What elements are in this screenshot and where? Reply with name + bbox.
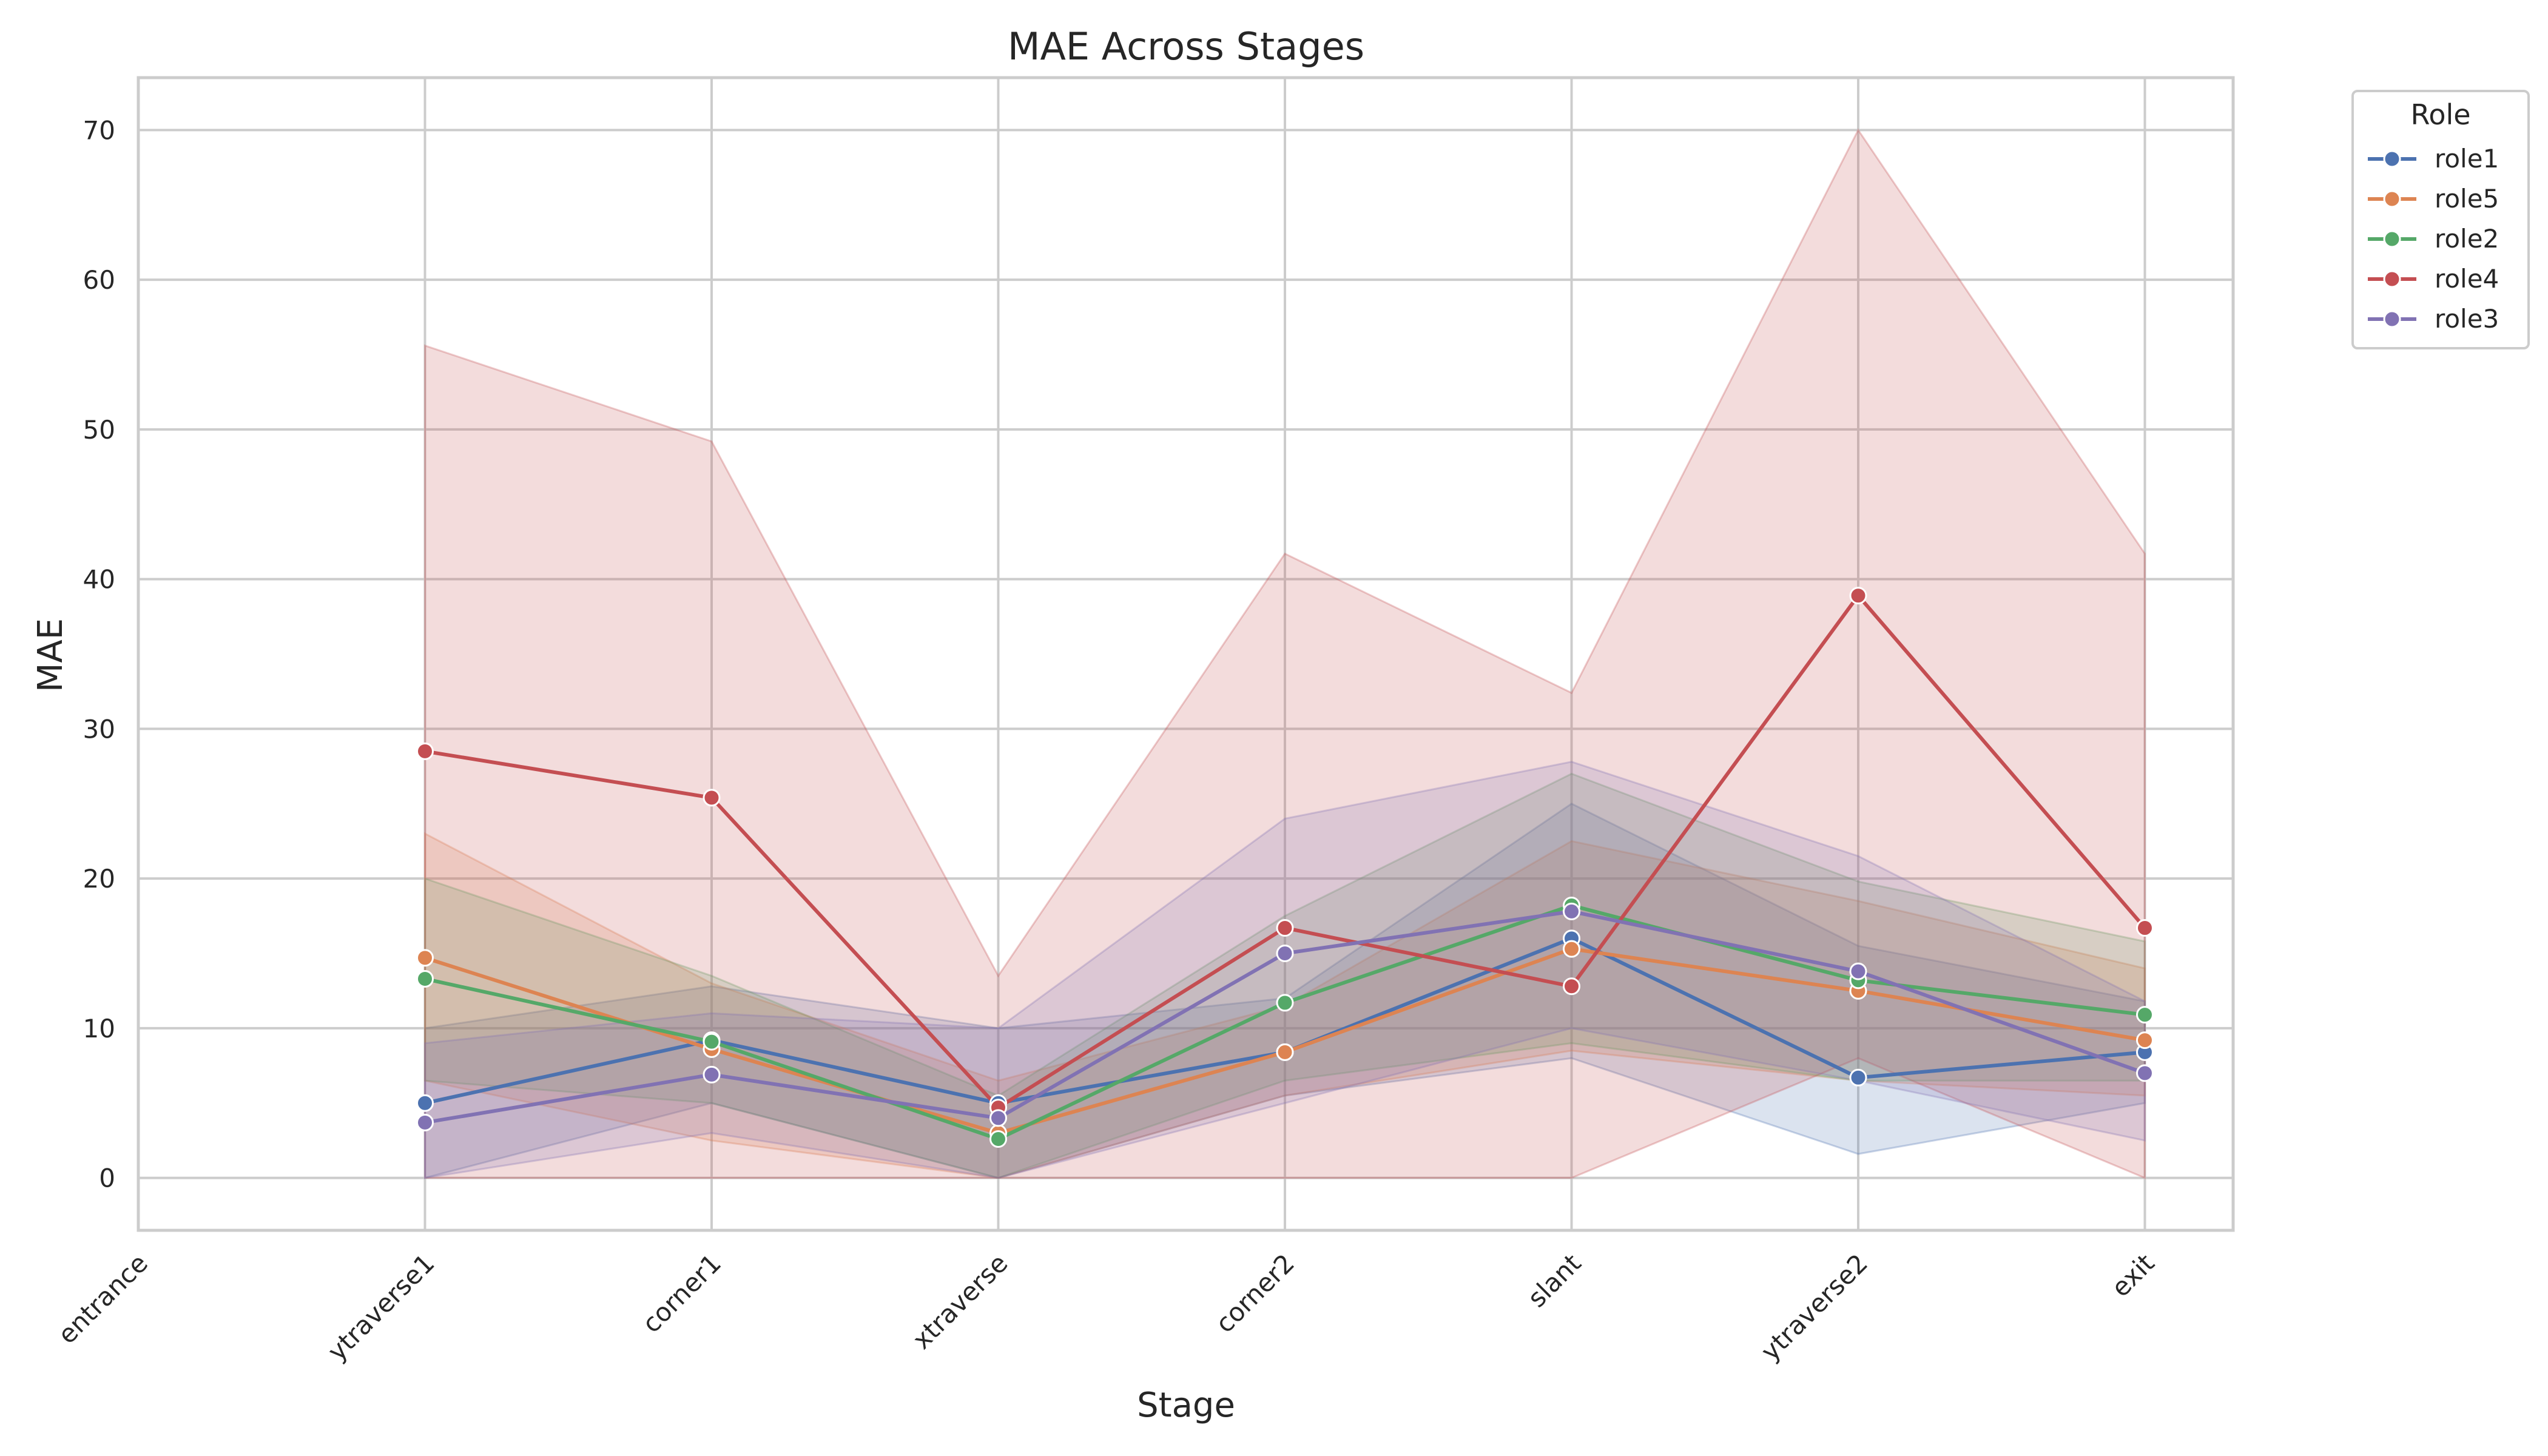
legend-label-role4: role4	[2435, 264, 2499, 294]
data-point-role5	[1276, 1043, 1294, 1061]
x-tick-label: exit	[2106, 1248, 2160, 1303]
legend-marker-role3	[2383, 310, 2401, 328]
x-tick-label: ytraverse1	[322, 1248, 440, 1366]
x-axis-ticks: entrance ytraverse1 corner1 xtraverse corner…	[52, 1248, 2160, 1366]
data-point-role3	[416, 1113, 434, 1131]
legend-label-role1: role1	[2435, 144, 2499, 174]
data-point-role2	[703, 1033, 721, 1051]
y-tick-label: 30	[83, 714, 115, 744]
legend-label-role5: role5	[2435, 184, 2499, 214]
ci-band-role1	[424, 803, 2146, 1179]
legend: Role role1 role5 role2 role4 role3	[2351, 90, 2530, 349]
y-tick-label: 0	[99, 1164, 115, 1193]
legend-label-role3: role3	[2435, 304, 2499, 334]
data-point-role4	[1276, 919, 1294, 937]
legend-marker-role5	[2383, 190, 2401, 208]
ci-band-role3	[424, 761, 2146, 1179]
legend-items: role1 role5 role2 role4 role3	[2368, 144, 2499, 334]
x-tick-label: corner1	[636, 1248, 727, 1338]
data-point-role4	[416, 742, 434, 760]
data-point-role4	[1563, 977, 1580, 996]
x-tick-label: xtraverse	[906, 1248, 1013, 1355]
x-tick-label: corner2	[1210, 1248, 1300, 1338]
x-axis-label: Stage	[1137, 1386, 1235, 1425]
data-point-role1	[416, 1094, 434, 1112]
grid-lines	[137, 78, 2233, 1230]
data-point-role3	[2136, 1064, 2154, 1082]
y-axis-ticks: 0 10 20 30 40 50 60 70	[83, 115, 115, 1193]
series-markers	[416, 587, 2154, 1148]
data-point-role4	[2136, 919, 2154, 937]
plot-frame	[136, 76, 2235, 1232]
y-axis-label: MAE	[31, 618, 70, 692]
legend-marker-role1	[2383, 150, 2401, 168]
y-tick-label: 50	[83, 415, 115, 445]
y-tick-label: 10	[83, 1014, 115, 1043]
data-point-role3	[1849, 962, 1867, 980]
ci-band-role4	[424, 128, 2146, 1179]
legend-title: Role	[2410, 98, 2470, 131]
data-point-role2	[2136, 1006, 2154, 1024]
data-point-role2	[1276, 994, 1294, 1012]
legend-marker-role4	[2383, 270, 2401, 288]
data-point-role4	[703, 789, 721, 807]
y-tick-label: 20	[83, 864, 115, 894]
data-point-role1	[1849, 1068, 1867, 1087]
data-point-role5	[416, 949, 434, 967]
x-tick-label: slant	[1522, 1248, 1587, 1313]
data-point-role3	[1563, 902, 1580, 920]
data-point-role3	[989, 1109, 1007, 1127]
y-tick-label: 60	[83, 265, 115, 295]
y-tick-label: 40	[83, 565, 115, 595]
y-tick-label: 70	[83, 115, 115, 145]
data-point-role2	[416, 969, 434, 988]
x-tick-label: entrance	[52, 1248, 153, 1349]
legend-label-role2: role2	[2435, 224, 2499, 254]
data-point-role5	[2136, 1031, 2154, 1050]
legend-marker-role2	[2383, 230, 2401, 248]
data-point-role2	[989, 1130, 1007, 1148]
x-tick-label: ytraverse2	[1755, 1248, 1873, 1366]
data-point-role5	[1563, 940, 1580, 958]
data-point-role3	[703, 1065, 721, 1084]
data-point-role4	[1849, 587, 1867, 605]
data-point-role3	[1276, 945, 1294, 963]
chart-title: MAE Across Stages	[1008, 24, 1364, 69]
